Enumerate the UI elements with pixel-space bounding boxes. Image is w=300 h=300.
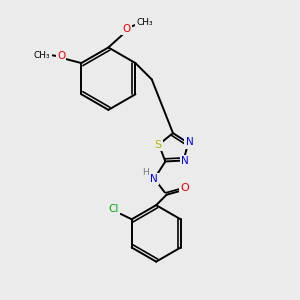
Text: Cl: Cl <box>108 204 119 214</box>
Text: O: O <box>181 183 189 193</box>
Text: H: H <box>142 168 149 177</box>
Text: CH₃: CH₃ <box>136 18 153 27</box>
Text: O: O <box>122 24 130 34</box>
Text: O: O <box>57 51 65 61</box>
Text: S: S <box>155 140 162 149</box>
Text: N: N <box>185 137 193 147</box>
Text: N: N <box>181 156 189 166</box>
Text: N: N <box>150 174 158 184</box>
Text: CH₃: CH₃ <box>34 51 50 60</box>
